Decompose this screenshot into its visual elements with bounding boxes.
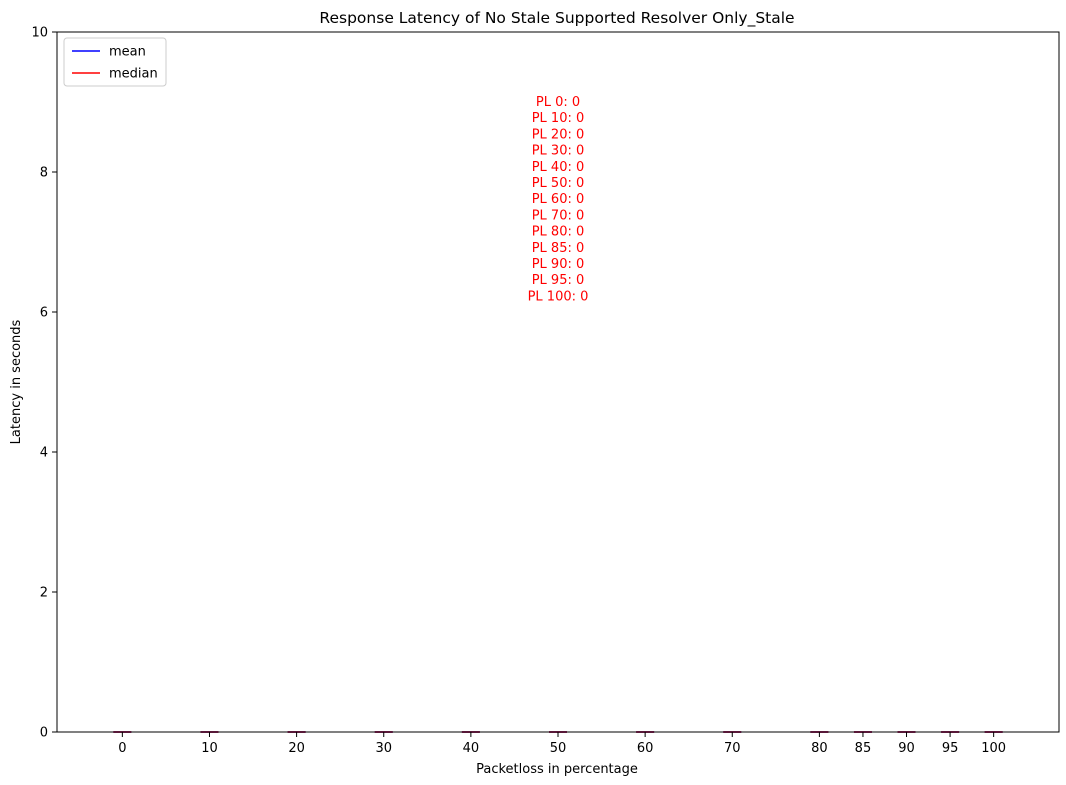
x-tick-label: 60 [637, 741, 654, 756]
annotation-line: PL 0: 0 [536, 95, 580, 110]
x-tick-label: 20 [288, 741, 305, 756]
annotation-line: PL 50: 0 [532, 176, 585, 191]
x-tick-label: 80 [811, 741, 828, 756]
y-tick-label: 6 [40, 306, 48, 321]
y-axis-label: Latency in seconds [9, 319, 24, 444]
legend-label-median: median [109, 67, 158, 82]
y-tick-label: 0 [40, 726, 48, 741]
x-tick-label: 30 [375, 741, 392, 756]
plot-area: 0 10 20 30 40 50 60 70 80 85 90 95 100 0 2 4 6 8 10 PL 0: 0… [31, 26, 1060, 756]
annotation-line: PL 40: 0 [532, 160, 585, 175]
x-axis-label: Packetloss in percentage [476, 762, 638, 777]
legend-label-mean: mean [109, 45, 146, 60]
annotation-line: PL 20: 0 [532, 127, 585, 142]
annotation-line: PL 100: 0 [528, 289, 589, 304]
x-tick-label: 95 [942, 741, 959, 756]
annotation-line: PL 30: 0 [532, 144, 585, 159]
annotation-line: PL 80: 0 [532, 225, 585, 240]
annotation-line: PL 90: 0 [532, 257, 585, 272]
chart-title: Response Latency of No Stale Supported R… [319, 9, 794, 28]
x-tick-label: 10 [201, 741, 218, 756]
x-tick-label: 85 [855, 741, 872, 756]
x-tick-label: 0 [118, 741, 126, 756]
x-tick-label: 100 [981, 741, 1006, 756]
y-tick-label: 4 [40, 446, 48, 461]
x-tick-label: 50 [550, 741, 567, 756]
annotation-line: PL 10: 0 [532, 111, 585, 126]
x-tick-label: 70 [724, 741, 741, 756]
y-tick-label: 10 [31, 26, 48, 41]
legend: mean median [63, 37, 167, 87]
x-tick-label: 40 [463, 741, 480, 756]
y-tick-label: 8 [40, 166, 48, 181]
annotation-line: PL 70: 0 [532, 208, 585, 223]
legend-box [63, 37, 167, 87]
annotation-line: PL 95: 0 [532, 273, 585, 288]
x-tick-label: 90 [898, 741, 915, 756]
annotation-line: PL 85: 0 [532, 241, 585, 256]
y-tick-label: 2 [40, 586, 48, 601]
annotation-line: PL 60: 0 [532, 192, 585, 207]
